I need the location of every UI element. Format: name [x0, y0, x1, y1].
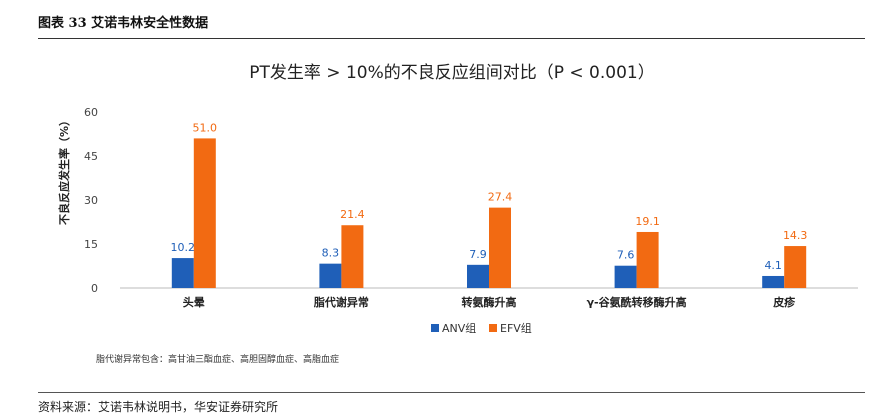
y-tick-label: 45 — [84, 150, 98, 163]
bar-anv — [614, 265, 637, 288]
bar-efv — [636, 231, 659, 288]
bar-efv — [193, 138, 216, 288]
bars-group: 10.2 51.0 8.3 21.4 7.9 27.4 7.6 19.1 4.1 14.3 — [171, 121, 808, 288]
data-label: 19.1 — [635, 215, 660, 228]
bar-anv — [171, 258, 194, 288]
bar-chart: PT发生率 > 10%的不良反应组间对比（P < 0.001） 不良反应发生率（… — [57, 63, 858, 365]
data-label: 7.9 — [469, 248, 487, 261]
chart-note: 脂代谢异常包含：高甘油三酯血症、高胆固醇血症、高脂血症 — [96, 353, 339, 365]
bottom-divider — [38, 392, 865, 393]
bar-anv — [762, 275, 785, 288]
legend-label: ANV组 — [442, 321, 476, 335]
y-axis-label: 不良反应发生率（%） — [57, 115, 71, 225]
bar-efv — [489, 207, 511, 288]
bar-efv — [341, 225, 364, 288]
data-label: 51.0 — [193, 121, 218, 134]
data-label: 4.1 — [764, 259, 782, 272]
legend-swatch — [431, 324, 439, 332]
source-note: 资料来源：艾诺韦林说明书，华安证券研究所 — [38, 400, 279, 414]
data-label: 7.6 — [617, 249, 635, 262]
data-label: 21.4 — [340, 208, 365, 221]
y-tick-label: 0 — [91, 282, 98, 295]
x-axis-labels: 头晕 脂代谢异常 转氨酶升高 γ-谷氨酰转移酶升高 皮疹 — [183, 295, 796, 309]
data-label: 8.3 — [322, 247, 340, 260]
figure-title: 图表 33 艾诺韦林安全性数据 — [38, 16, 209, 31]
legend-swatch — [489, 324, 497, 332]
y-tick-label: 30 — [84, 194, 98, 207]
bar-anv — [467, 264, 489, 288]
legend-label: EFV组 — [500, 321, 532, 335]
y-tick-label: 60 — [84, 106, 98, 119]
y-tick-label: 15 — [84, 238, 98, 251]
y-axis-ticks: 0 15 30 45 60 — [84, 106, 98, 295]
chart-title: PT发生率 > 10%的不良反应组间对比（P < 0.001） — [249, 63, 654, 83]
top-divider — [38, 38, 865, 39]
x-tick-label: 皮疹 — [772, 295, 796, 309]
x-tick-label: 头晕 — [183, 295, 205, 309]
data-label: 14.3 — [783, 229, 808, 242]
x-tick-label: γ-谷氨酰转移酶升高 — [587, 295, 687, 309]
data-label: 10.2 — [171, 241, 196, 254]
bar-efv — [784, 246, 807, 288]
legend: ANV组 EFV组 — [431, 321, 532, 335]
x-tick-label: 脂代谢异常 — [313, 295, 369, 309]
bar-anv — [319, 263, 342, 288]
x-tick-label: 转氨酶升高 — [462, 295, 517, 309]
chart-panel: PT发生率 > 10%的不良反应组间对比（P < 0.001） 不良反应发生率（… — [38, 44, 865, 386]
data-label: 27.4 — [488, 191, 513, 204]
